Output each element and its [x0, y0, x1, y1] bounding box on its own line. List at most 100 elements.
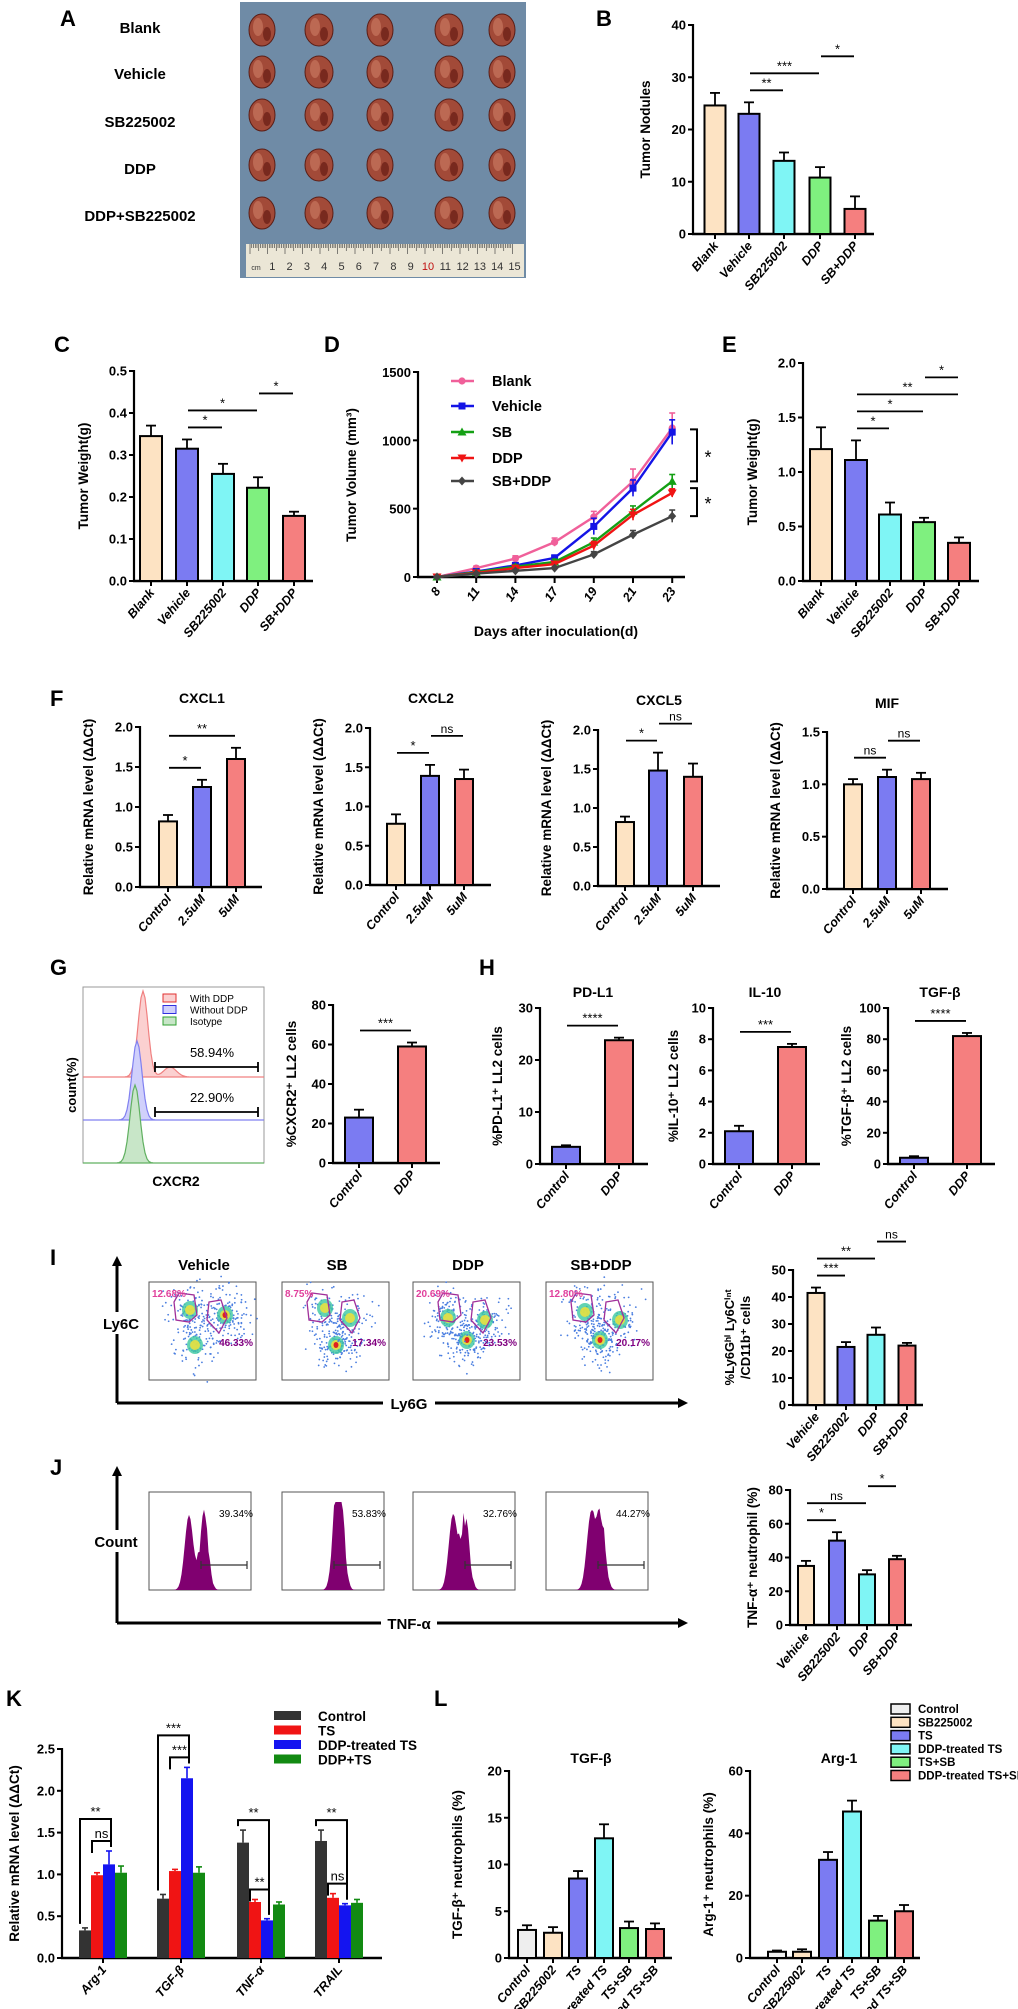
flow-plot: Vehicle 12.68% 46.33% — [148, 1257, 258, 1383]
y-tick-label: 1.0 — [115, 800, 133, 815]
histogram-curve — [83, 1083, 264, 1164]
significance-bracket: * — [397, 738, 429, 754]
event-dot — [608, 1354, 611, 1357]
event-dot — [613, 1293, 616, 1296]
event-dot — [446, 1332, 449, 1334]
y-tick-label: 20 — [867, 1125, 881, 1140]
bar — [772, 159, 796, 236]
event-dot — [607, 1354, 609, 1356]
y-tick-label: 10 — [488, 1857, 502, 1872]
bar — [868, 1919, 888, 1959]
event-dot — [609, 1335, 612, 1338]
event-dot — [599, 1351, 602, 1354]
y-axis-label: Tumor Weight(g) — [76, 423, 91, 530]
event-dot — [479, 1356, 482, 1359]
ruler-label: 10 — [422, 261, 434, 273]
panel-letter: B — [596, 6, 612, 31]
event-dot — [605, 1355, 607, 1358]
bar — [211, 472, 235, 582]
flow-plot-title: SB — [327, 1257, 348, 1274]
event-dot — [623, 1296, 626, 1299]
event-dot — [507, 1304, 510, 1307]
event-dot — [355, 1361, 357, 1364]
x-tick-label: 2.5uM — [402, 889, 437, 926]
event-dot — [194, 1318, 197, 1320]
event-dot — [232, 1317, 235, 1320]
event-dot — [333, 1362, 336, 1365]
significance-bracket: ** — [315, 1805, 348, 1900]
event-dot — [596, 1297, 599, 1299]
gate-percentage: 17.34% — [352, 1338, 386, 1349]
bar — [517, 1928, 537, 1959]
bar — [79, 1930, 91, 1958]
event-dot — [336, 1326, 339, 1329]
event-dot — [210, 1305, 213, 1307]
event-dot — [436, 1312, 439, 1314]
event-dot — [561, 1301, 563, 1303]
event-dot — [449, 1330, 452, 1333]
event-dot — [573, 1330, 576, 1332]
event-dot — [187, 1324, 189, 1327]
event-dot — [361, 1322, 364, 1325]
event-dot — [500, 1332, 503, 1335]
event-dot — [323, 1346, 326, 1349]
event-dot — [321, 1324, 324, 1327]
event-dot — [181, 1354, 183, 1357]
event-dot — [484, 1334, 487, 1337]
legend-swatch — [890, 1716, 911, 1729]
event-dot — [488, 1344, 491, 1347]
y-tick-label: 0.5 — [115, 840, 133, 855]
event-dot — [600, 1329, 603, 1332]
event-dot — [463, 1313, 466, 1316]
event-dot — [221, 1289, 224, 1291]
event-dot — [466, 1334, 469, 1336]
histogram: 39.34% — [148, 1491, 253, 1591]
event-dot — [228, 1325, 231, 1327]
histogram: 44.27% — [545, 1491, 650, 1591]
significance-label: * — [639, 726, 644, 741]
event-dot — [461, 1324, 464, 1326]
y-tick-label: 0 — [736, 1951, 743, 1966]
event-dot — [599, 1304, 602, 1307]
event-dot — [446, 1301, 449, 1304]
event-dot — [175, 1348, 177, 1351]
event-dot — [585, 1299, 588, 1301]
event-dot — [475, 1335, 478, 1338]
event-dot — [479, 1327, 482, 1330]
gate-percentage: 46.33% — [219, 1338, 253, 1349]
event-dot — [463, 1340, 466, 1343]
event-dot — [228, 1305, 231, 1307]
event-dot — [444, 1332, 447, 1335]
bar — [843, 207, 867, 235]
x-tick-label: SB+DDP — [818, 238, 862, 287]
x-tick-label: 5uM — [673, 890, 700, 919]
y-tick-label: 40 — [867, 1094, 881, 1109]
event-dot — [580, 1346, 583, 1349]
event-dot — [616, 1349, 618, 1352]
event-dot — [497, 1301, 500, 1304]
event-dot — [572, 1314, 575, 1317]
flow-plot-title: SB+DDP — [570, 1257, 631, 1274]
event-dot — [213, 1312, 216, 1315]
event-dot — [457, 1339, 460, 1342]
event-dot — [453, 1301, 456, 1304]
bar — [246, 486, 270, 583]
event-dot — [348, 1340, 350, 1342]
event-dot — [190, 1329, 193, 1331]
event-dot — [335, 1322, 338, 1325]
event-dot — [342, 1326, 345, 1329]
event-dot — [210, 1293, 212, 1295]
event-dot — [184, 1337, 187, 1340]
x-tick-label: 19 — [581, 585, 600, 604]
event-dot — [193, 1374, 196, 1377]
event-dot — [212, 1296, 214, 1299]
event-dot — [194, 1297, 197, 1300]
event-dot — [459, 1324, 462, 1327]
event-dot — [457, 1334, 459, 1337]
group-label: DDP — [124, 161, 156, 178]
event-dot — [319, 1343, 322, 1346]
event-dot — [318, 1337, 321, 1340]
y-tick-label: 1500 — [382, 365, 411, 380]
event-dot — [225, 1293, 228, 1296]
event-dot — [505, 1308, 508, 1311]
